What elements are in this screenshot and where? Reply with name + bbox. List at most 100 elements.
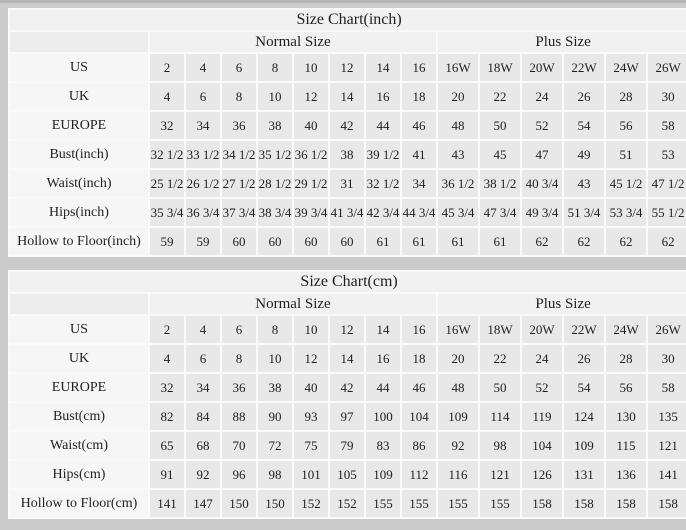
normal-size-header: Normal Size bbox=[150, 32, 436, 52]
size-value-cell: 72 bbox=[258, 432, 292, 459]
size-value-cell: 44 bbox=[366, 112, 400, 139]
size-value-cell: 119 bbox=[522, 403, 562, 430]
size-value-cell: 98 bbox=[480, 432, 520, 459]
size-value-cell: 38 bbox=[258, 374, 292, 401]
size-value-cell: 53 bbox=[648, 141, 686, 168]
size-value-cell: 4 bbox=[150, 83, 184, 110]
size-value-cell: 141 bbox=[648, 461, 686, 488]
size-value-cell: 8 bbox=[222, 83, 256, 110]
size-value-cell: 62 bbox=[606, 228, 646, 255]
size-value-cell: 36 3/4 bbox=[186, 199, 220, 226]
table-row: Hollow to Floor(inch) 59 59 60 60 60 60 61 61 61 6… bbox=[10, 228, 686, 255]
size-value-cell: 32 bbox=[150, 374, 184, 401]
size-value-cell: 39 3/4 bbox=[294, 199, 328, 226]
size-value-cell: 49 3/4 bbox=[522, 199, 562, 226]
size-value-cell: 35 3/4 bbox=[150, 199, 184, 226]
table-row: EUROPE 32 34 36 38 40 42 44 46 48 50 52 54 56 58 bbox=[10, 374, 686, 401]
size-chart-inch-body: US 2 4 6 8 10 12 14 16 16W 18W 20W 22W 24W 26W UK 4 6 8 10 1… bbox=[10, 54, 686, 255]
size-chart-cm-body: US 2 4 6 8 10 12 14 16 16W 18W 20W 22W 24W 26W UK 4 6 8 10 1… bbox=[10, 316, 686, 517]
size-value-cell: 52 bbox=[522, 112, 562, 139]
row-label: Hollow to Floor(cm) bbox=[10, 490, 148, 517]
size-value-cell: 92 bbox=[438, 432, 478, 459]
size-value-cell: 24 bbox=[522, 345, 562, 372]
row-label: US bbox=[10, 316, 148, 343]
table-row: UK 4 6 8 10 12 14 16 18 20 22 24 26 28 30 bbox=[10, 345, 686, 372]
size-value-cell: 88 bbox=[222, 403, 256, 430]
size-value-cell: 14 bbox=[366, 316, 400, 343]
size-value-cell: 54 bbox=[564, 374, 604, 401]
size-value-cell: 61 bbox=[402, 228, 436, 255]
size-value-cell: 60 bbox=[222, 228, 256, 255]
size-value-cell: 97 bbox=[330, 403, 364, 430]
size-value-cell: 43 bbox=[438, 141, 478, 168]
row-label: EUROPE bbox=[10, 112, 148, 139]
size-value-cell: 48 bbox=[438, 112, 478, 139]
size-value-cell: 79 bbox=[330, 432, 364, 459]
size-chart-inch-table: Size Chart(inch) Normal Size Plus Size U… bbox=[8, 8, 686, 257]
size-value-cell: 50 bbox=[480, 374, 520, 401]
size-value-cell: 6 bbox=[222, 54, 256, 81]
size-value-cell: 70 bbox=[222, 432, 256, 459]
row-label: Bust(inch) bbox=[10, 141, 148, 168]
size-value-cell: 155 bbox=[402, 490, 436, 517]
size-value-cell: 48 bbox=[438, 374, 478, 401]
size-value-cell: 34 bbox=[186, 112, 220, 139]
size-value-cell: 68 bbox=[186, 432, 220, 459]
size-value-cell: 65 bbox=[150, 432, 184, 459]
size-value-cell: 152 bbox=[330, 490, 364, 517]
size-value-cell: 26 bbox=[564, 83, 604, 110]
size-value-cell: 60 bbox=[294, 228, 328, 255]
size-value-cell: 158 bbox=[522, 490, 562, 517]
row-label: UK bbox=[10, 83, 148, 110]
size-value-cell: 4 bbox=[150, 345, 184, 372]
size-value-cell: 16 bbox=[366, 345, 400, 372]
size-value-cell: 18W bbox=[480, 54, 520, 81]
size-value-cell: 18W bbox=[480, 316, 520, 343]
size-value-cell: 14 bbox=[330, 345, 364, 372]
size-value-cell: 38 3/4 bbox=[258, 199, 292, 226]
size-value-cell: 20W bbox=[522, 316, 562, 343]
size-value-cell: 155 bbox=[438, 490, 478, 517]
size-value-cell: 8 bbox=[222, 345, 256, 372]
size-value-cell: 61 bbox=[438, 228, 478, 255]
size-value-cell: 6 bbox=[186, 83, 220, 110]
row-label: Hips(inch) bbox=[10, 199, 148, 226]
size-value-cell: 60 bbox=[258, 228, 292, 255]
table-row: Bust(cm) 82 84 88 90 93 97 100 104 109 114 119 124 13… bbox=[10, 403, 686, 430]
size-value-cell: 121 bbox=[480, 461, 520, 488]
size-value-cell: 40 bbox=[294, 112, 328, 139]
size-value-cell: 6 bbox=[222, 316, 256, 343]
size-value-cell: 47 1/2 bbox=[648, 170, 686, 197]
size-value-cell: 4 bbox=[186, 316, 220, 343]
size-value-cell: 45 3/4 bbox=[438, 199, 478, 226]
size-value-cell: 51 bbox=[606, 141, 646, 168]
corner-cell bbox=[10, 294, 148, 314]
size-value-cell: 104 bbox=[522, 432, 562, 459]
size-value-cell: 4 bbox=[186, 54, 220, 81]
size-value-cell: 61 bbox=[480, 228, 520, 255]
size-value-cell: 16W bbox=[438, 316, 478, 343]
size-value-cell: 130 bbox=[606, 403, 646, 430]
size-value-cell: 50 bbox=[480, 112, 520, 139]
size-value-cell: 52 bbox=[522, 374, 562, 401]
size-value-cell: 10 bbox=[258, 83, 292, 110]
size-value-cell: 12 bbox=[294, 345, 328, 372]
size-value-cell: 93 bbox=[294, 403, 328, 430]
table-row: US 2 4 6 8 10 12 14 16 16W 18W 20W 22W 24W 26W bbox=[10, 54, 686, 81]
size-value-cell: 42 3/4 bbox=[366, 199, 400, 226]
table-row: UK 4 6 8 10 12 14 16 18 20 22 24 26 28 30 bbox=[10, 83, 686, 110]
size-value-cell: 20 bbox=[438, 83, 478, 110]
size-value-cell: 82 bbox=[150, 403, 184, 430]
size-value-cell: 109 bbox=[438, 403, 478, 430]
page-top-edge bbox=[0, 0, 686, 3]
size-value-cell: 25 1/2 bbox=[150, 170, 184, 197]
row-label: Bust(cm) bbox=[10, 403, 148, 430]
size-value-cell: 112 bbox=[402, 461, 436, 488]
size-value-cell: 55 1/2 bbox=[648, 199, 686, 226]
size-value-cell: 35 1/2 bbox=[258, 141, 292, 168]
size-value-cell: 42 bbox=[330, 374, 364, 401]
size-value-cell: 24 bbox=[522, 83, 562, 110]
size-value-cell: 116 bbox=[438, 461, 478, 488]
table-row: Waist(cm) 65 68 70 72 75 79 83 86 92 98 104 109 115 12… bbox=[10, 432, 686, 459]
size-value-cell: 96 bbox=[222, 461, 256, 488]
